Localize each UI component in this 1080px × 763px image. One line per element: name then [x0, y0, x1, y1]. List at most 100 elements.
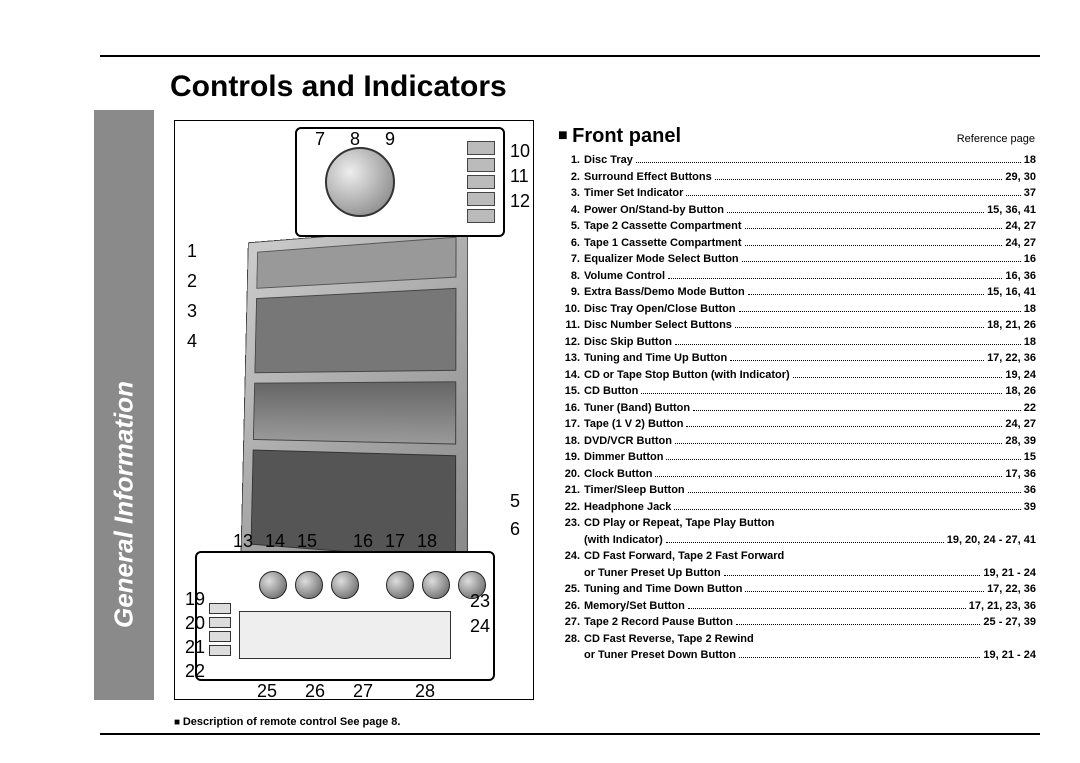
product-illustration: [241, 225, 469, 574]
callout-2: 2: [187, 271, 197, 292]
reference-number: 22.: [558, 499, 580, 516]
leader-dots: [727, 212, 984, 213]
reference-row: 18.DVD/VCR Button28, 39: [558, 433, 1038, 450]
reference-row: 20.Clock Button17, 36: [558, 466, 1038, 483]
reference-number: 6.: [558, 235, 580, 252]
callout-16: 16: [353, 531, 373, 552]
callout-25: 25: [257, 681, 277, 702]
reference-number: 19.: [558, 449, 580, 466]
reference-label: Surround Effect Buttons: [580, 169, 712, 186]
reference-pages: 37: [1024, 185, 1038, 202]
reference-pages: 25 - 27, 39: [983, 614, 1038, 631]
reference-number: 5.: [558, 218, 580, 235]
reference-number: 13.: [558, 350, 580, 367]
reference-number: 23.: [558, 515, 580, 532]
reference-label: Tuner (Band) Button: [580, 400, 690, 417]
reference-row: 17.Tape (1 V 2) Button24, 27: [558, 416, 1038, 433]
leader-dots: [742, 261, 1021, 262]
reference-label: CD Play or Repeat, Tape Play Button: [580, 515, 775, 532]
reference-row: 22.Headphone Jack39: [558, 499, 1038, 516]
reference-number: 24.: [558, 548, 580, 565]
leader-dots: [674, 509, 1020, 510]
callout-1: 1: [187, 241, 197, 262]
sidebar-title: General Information: [109, 381, 140, 628]
leader-dots: [793, 377, 1003, 378]
reference-label: Extra Bass/Demo Mode Button: [580, 284, 745, 301]
callout-9: 9: [385, 129, 395, 150]
leader-dots: [675, 344, 1021, 345]
reference-pages: 22: [1024, 400, 1038, 417]
reference-row: 7.Equalizer Mode Select Button16: [558, 251, 1038, 268]
reference-label: Tape 1 Cassette Compartment: [580, 235, 742, 252]
reference-pages: 18: [1024, 152, 1038, 169]
leader-dots: [666, 459, 1020, 460]
reference-pages: 18, 26: [1005, 383, 1038, 400]
reference-label: Disc Number Select Buttons: [580, 317, 732, 334]
reference-row: 25.Tuning and Time Down Button17, 22, 36: [558, 581, 1038, 598]
reference-label: Dimmer Button: [580, 449, 663, 466]
reference-pages: 15, 36, 41: [987, 202, 1038, 219]
page-number: 6: [108, 712, 119, 735]
reference-pages: 24, 27: [1005, 218, 1038, 235]
inset-bottom: [195, 551, 495, 681]
reference-label: Memory/Set Button: [580, 598, 685, 615]
reference-label: CD Fast Forward, Tape 2 Fast Forward: [580, 548, 784, 565]
leader-dots: [686, 195, 1020, 196]
reference-row: 5.Tape 2 Cassette Compartment24, 27: [558, 218, 1038, 235]
reference-pages: 16, 36: [1005, 268, 1038, 285]
callout-24: 24: [470, 616, 490, 637]
reference-pages: 16: [1024, 251, 1038, 268]
callout-26: 26: [305, 681, 325, 702]
reference-label: Power On/Stand-by Button: [580, 202, 724, 219]
leader-dots: [688, 492, 1021, 493]
leader-dots: [666, 542, 944, 543]
callout-12: 12: [510, 191, 530, 212]
leader-dots: [745, 245, 1003, 246]
reference-number: 1.: [558, 152, 580, 169]
callout-3: 3: [187, 301, 197, 322]
reference-pages: 19, 24: [1005, 367, 1038, 384]
reference-pages: 15, 16, 41: [987, 284, 1038, 301]
reference-number: 8.: [558, 268, 580, 285]
reference-pages: 28, 39: [1005, 433, 1038, 450]
reference-number: 11.: [558, 317, 580, 334]
reference-label: CD Fast Reverse, Tape 2 Rewind: [580, 631, 754, 648]
reference-label: Equalizer Mode Select Button: [580, 251, 739, 268]
reference-row: 28.CD Fast Reverse, Tape 2 Rewind: [558, 631, 1038, 648]
reference-number: 26.: [558, 598, 580, 615]
reference-row: or Tuner Preset Down Button19, 21 - 24: [558, 647, 1038, 664]
reference-number: 2.: [558, 169, 580, 186]
reference-row: 6.Tape 1 Cassette Compartment 24, 27: [558, 235, 1038, 252]
reference-number: 10.: [558, 301, 580, 318]
reference-row: 2.Surround Effect Buttons 29, 30: [558, 169, 1038, 186]
reference-label: Tape 2 Record Pause Button: [580, 614, 733, 631]
reference-pages: 29, 30: [1005, 169, 1038, 186]
reference-row: or Tuner Preset Up Button19, 21 - 24: [558, 565, 1038, 582]
callout-19: 19: [185, 589, 205, 610]
reference-number: 17.: [558, 416, 580, 433]
reference-label: or Tuner Preset Up Button: [580, 565, 721, 582]
callout-18: 18: [417, 531, 437, 552]
reference-label: CD or Tape Stop Button (with Indicator): [580, 367, 790, 384]
reference-label: Disc Skip Button: [580, 334, 672, 351]
reference-pages: 39: [1024, 499, 1038, 516]
leader-dots: [641, 393, 1002, 394]
reference-row: 4.Power On/Stand-by Button15, 36, 41: [558, 202, 1038, 219]
reference-row: 27.Tape 2 Record Pause Button25 - 27, 39: [558, 614, 1038, 631]
reference-pages: 15: [1024, 449, 1038, 466]
inset-top: [295, 127, 505, 237]
reference-pages: 24, 27: [1005, 235, 1038, 252]
reference-pages: 17, 22, 36: [987, 581, 1038, 598]
reference-label: Disc Tray Open/Close Button: [580, 301, 736, 318]
reference-label: Timer/Sleep Button: [580, 482, 685, 499]
reference-row: 8.Volume Control16, 36: [558, 268, 1038, 285]
page-title: Controls and Indicators: [170, 70, 507, 104]
reference-pages: 18: [1024, 301, 1038, 318]
reference-row: 19.Dimmer Button 15: [558, 449, 1038, 466]
reference-label: CD Button: [580, 383, 638, 400]
callout-23: 23: [470, 591, 490, 612]
leader-dots: [688, 608, 966, 609]
reference-row: 3.Timer Set Indicator37: [558, 185, 1038, 202]
callout-10: 10: [510, 141, 530, 162]
reference-pages: 18: [1024, 334, 1038, 351]
